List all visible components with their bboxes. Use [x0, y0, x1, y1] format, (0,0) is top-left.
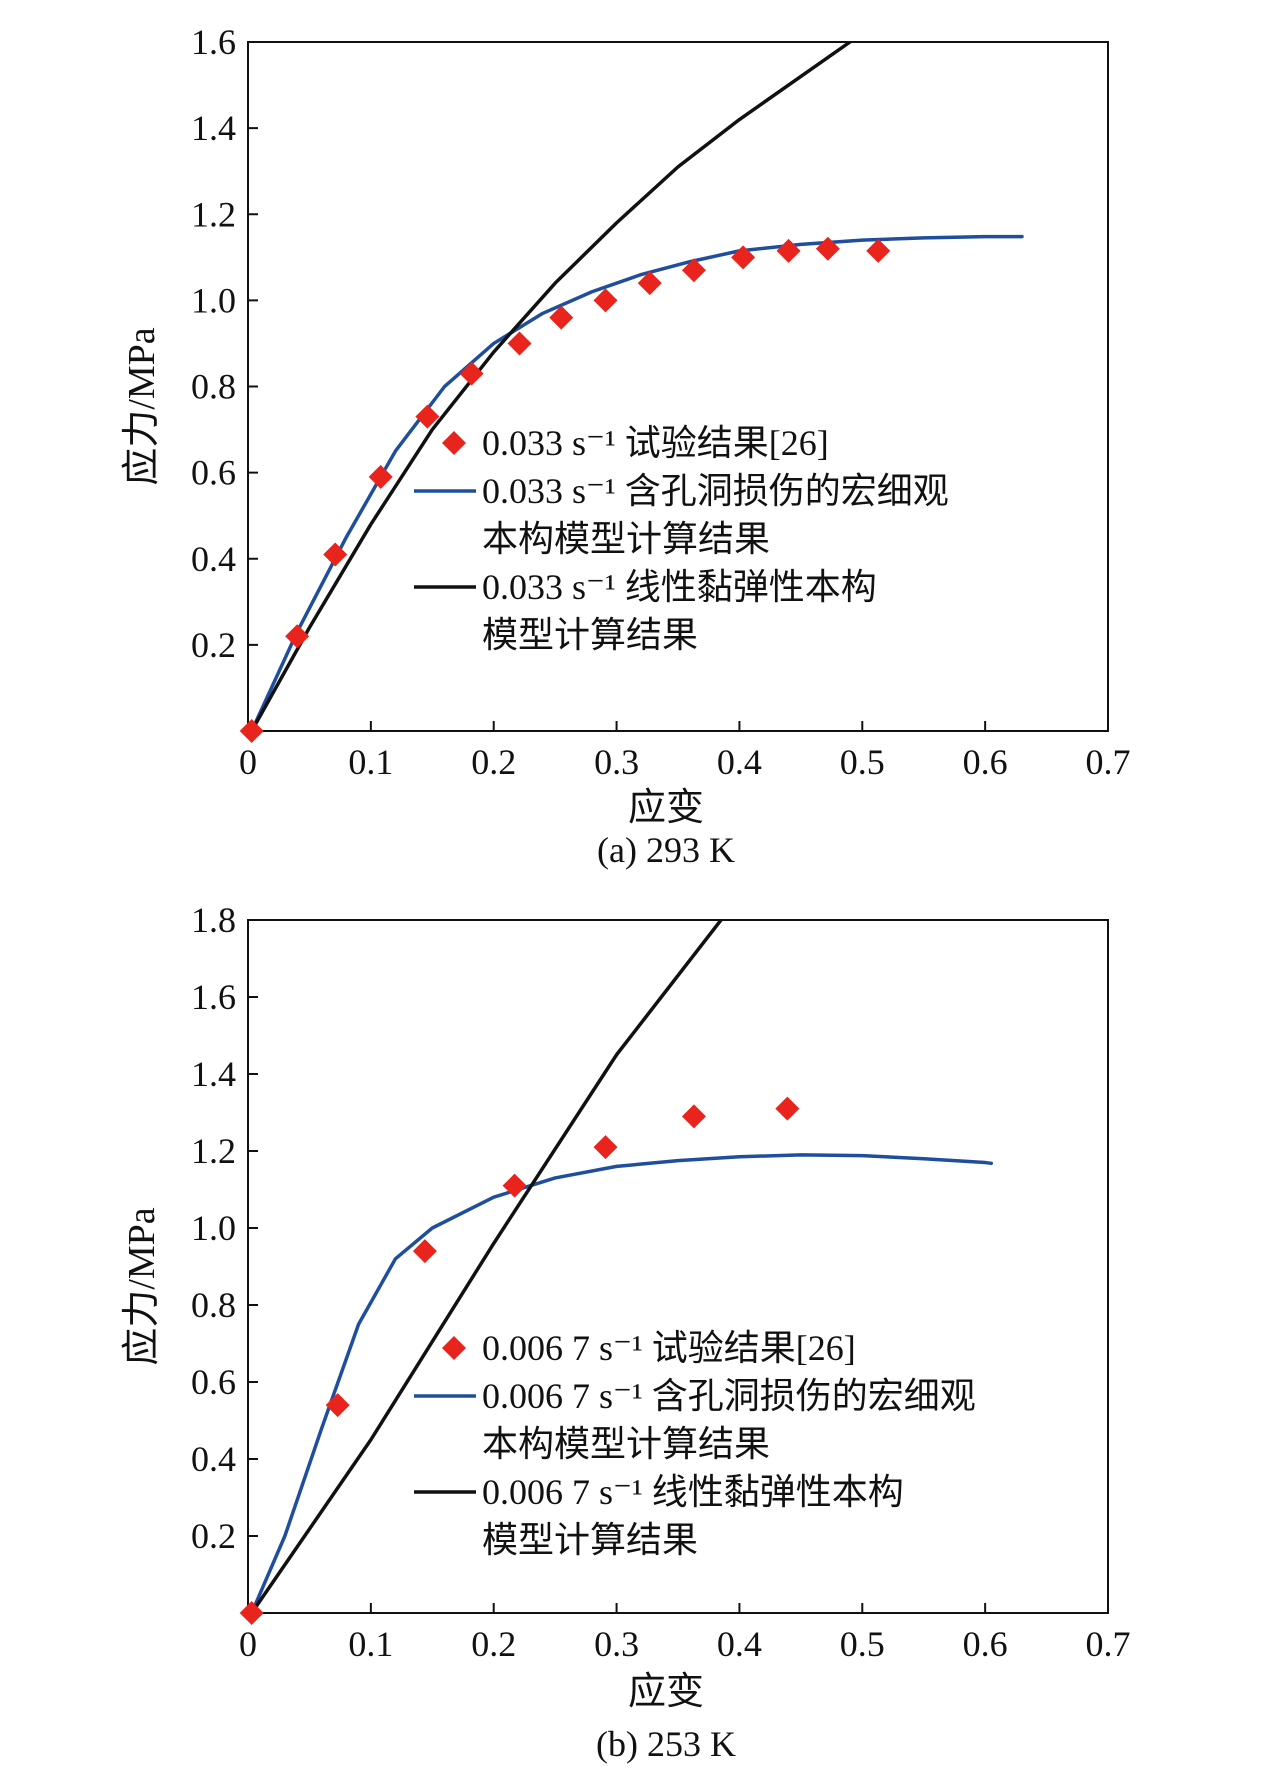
legend-label-2: 0.006 7 s⁻¹ 线性黏弹性本构 [482, 1472, 904, 1512]
x-tick-label: 0 [239, 1624, 257, 1664]
y-tick-label: 1.6 [191, 977, 236, 1017]
legend-marker-0 [442, 1336, 466, 1360]
y-tick-label: 1.6 [191, 22, 236, 62]
data-point-marker [325, 1393, 350, 1418]
data-point-marker [681, 258, 706, 283]
y-tick-label: 0.6 [191, 1362, 236, 1402]
legend-label-1: 0.033 s⁻¹ 含孔洞损伤的宏细观 [482, 471, 949, 511]
x-tick-label: 0.1 [348, 742, 393, 782]
legend-label-1: 0.006 7 s⁻¹ 含孔洞损伤的宏细观 [482, 1376, 976, 1416]
chart-a: 0 0.1 0.2 0.3 0.4 0.5 0.6 0.7 0.2 0.4 0.6 0.8 1.0 1.2… [121, 22, 1131, 870]
x-tick-label: 0.3 [594, 1624, 639, 1664]
y-tick-label: 1.4 [191, 1054, 236, 1094]
chart-b: 0 0.1 0.2 0.3 0.4 0.5 0.6 0.7 0.2 0.4 0.6 0.8 1.0 1.2… [121, 900, 1131, 1764]
legend-marker-0 [442, 431, 466, 455]
data-point-marker [239, 1601, 264, 1625]
y-tick-label: 0.2 [191, 625, 236, 665]
data-point-marker [593, 288, 618, 313]
y-tick-label: 1.0 [191, 280, 236, 320]
x-tick-label: 0 [239, 742, 257, 782]
x-tick-label: 0.2 [471, 742, 516, 782]
data-point-marker [815, 236, 840, 261]
data-point-marker [323, 542, 348, 567]
x-tick-label: 0.5 [840, 1624, 885, 1664]
y-tick-label: 1.8 [191, 900, 236, 940]
data-point-marker [239, 719, 264, 743]
data-point-marker [412, 1239, 437, 1264]
legend-label-2: 0.033 s⁻¹ 线性黏弹性本构 [482, 567, 877, 607]
y-tick-label: 1.2 [191, 1131, 236, 1171]
data-point-marker [637, 271, 662, 296]
y-tick-label: 0.4 [191, 539, 236, 579]
data-point-marker [593, 1135, 618, 1160]
legend-label-1: 本构模型计算结果 [482, 1424, 770, 1464]
data-point-marker [507, 331, 532, 356]
x-tick-label: 0.4 [717, 1624, 762, 1664]
y-axis-label: 应力/MPa [121, 1207, 163, 1365]
y-tick-label: 0.6 [191, 453, 236, 493]
data-point-marker [776, 238, 801, 263]
y-tick-label: 1.0 [191, 1208, 236, 1248]
data-point-marker [549, 305, 574, 330]
y-tick-label: 0.8 [191, 367, 236, 407]
series-line-1 [249, 234, 1024, 731]
data-point-marker [731, 245, 756, 270]
plot-frame [247, 919, 1109, 1614]
x-tick-label: 0.7 [1086, 742, 1131, 782]
data-point-marker [502, 1173, 527, 1198]
x-tick-label: 0.6 [963, 742, 1008, 782]
x-tick-label: 0.7 [1086, 1624, 1131, 1664]
x-tick-label: 0.1 [348, 1624, 393, 1664]
series-line-2 [249, 42, 852, 731]
y-tick-label: 0.8 [191, 1285, 236, 1325]
data-point-marker [459, 361, 484, 386]
data-point-marker [368, 464, 393, 489]
y-tick-label: 1.4 [191, 108, 236, 148]
legend-label-2: 模型计算结果 [482, 615, 698, 655]
data-point-marker [681, 1104, 706, 1129]
data-point-marker [285, 624, 310, 649]
y-tick-label: 0.4 [191, 1439, 236, 1479]
legend-label-0: 0.006 7 s⁻¹ 试验结果[26] [482, 1328, 856, 1368]
x-axis-label: 应变 [628, 787, 704, 829]
y-axis-label: 应力/MPa [121, 327, 163, 485]
y-tick-label: 1.2 [191, 194, 236, 234]
x-tick-label: 0.5 [840, 742, 885, 782]
x-axis-label: 应变 [628, 1671, 704, 1713]
series-line-1 [249, 1153, 994, 1613]
x-tick-label: 0.2 [471, 1624, 516, 1664]
x-tick-label: 0.3 [594, 742, 639, 782]
data-point-marker [866, 238, 891, 263]
legend-label-1: 本构模型计算结果 [482, 519, 770, 559]
figure-caption: (b) 253 K [596, 1724, 736, 1764]
data-point-marker [775, 1096, 800, 1121]
figure-caption: (a) 293 K [597, 830, 735, 870]
legend-label-0: 0.033 s⁻¹ 试验结果[26] [482, 423, 829, 463]
x-tick-label: 0.6 [963, 1624, 1008, 1664]
x-tick-label: 0.4 [717, 742, 762, 782]
series-line-2 [249, 920, 723, 1613]
data-point-marker [415, 404, 440, 429]
y-tick-label: 0.2 [191, 1516, 236, 1556]
legend-label-2: 模型计算结果 [482, 1520, 698, 1560]
